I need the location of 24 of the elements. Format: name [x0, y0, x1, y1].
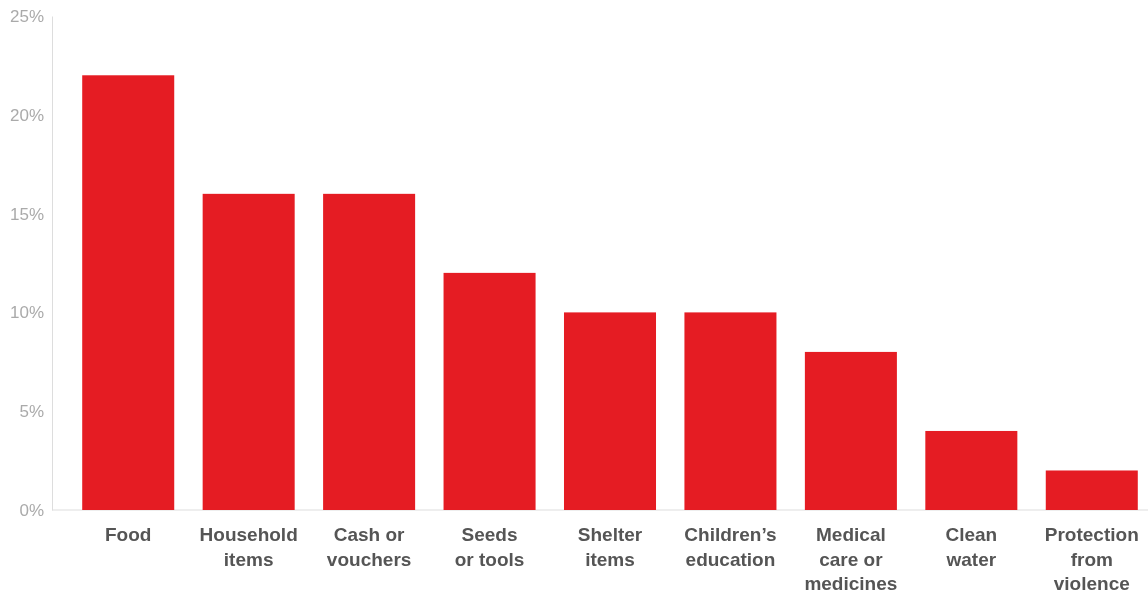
x-tick-label: Clean water — [945, 524, 998, 570]
y-tick-label: 0% — [19, 500, 44, 520]
bar — [1045, 470, 1138, 510]
y-tick-label: 15% — [9, 204, 44, 224]
y-tick-label: 20% — [9, 105, 44, 125]
x-tick-label: Shelter items — [577, 524, 643, 570]
x-tick-label: Food — [105, 524, 152, 545]
bar — [563, 312, 657, 510]
x-tick-label: Medical care or medicines — [804, 524, 898, 594]
bar — [804, 351, 897, 510]
x-tick-label: Protection from violence — [1044, 524, 1139, 594]
y-tick-label: 10% — [9, 303, 44, 323]
bar — [82, 75, 175, 510]
bar — [323, 193, 416, 510]
x-tick-label: Children’s education — [684, 524, 777, 570]
x-tick-label: Seeds or tools — [454, 524, 525, 570]
x-tick-label: Household items — [199, 524, 298, 570]
x-tick-label: Cash or vouchers — [326, 524, 412, 570]
bar — [443, 272, 536, 510]
y-tick-label: 5% — [19, 402, 44, 422]
bar — [925, 430, 1018, 510]
bar — [202, 193, 295, 510]
bar — [684, 312, 777, 510]
y-tick-label: 25% — [9, 6, 44, 26]
